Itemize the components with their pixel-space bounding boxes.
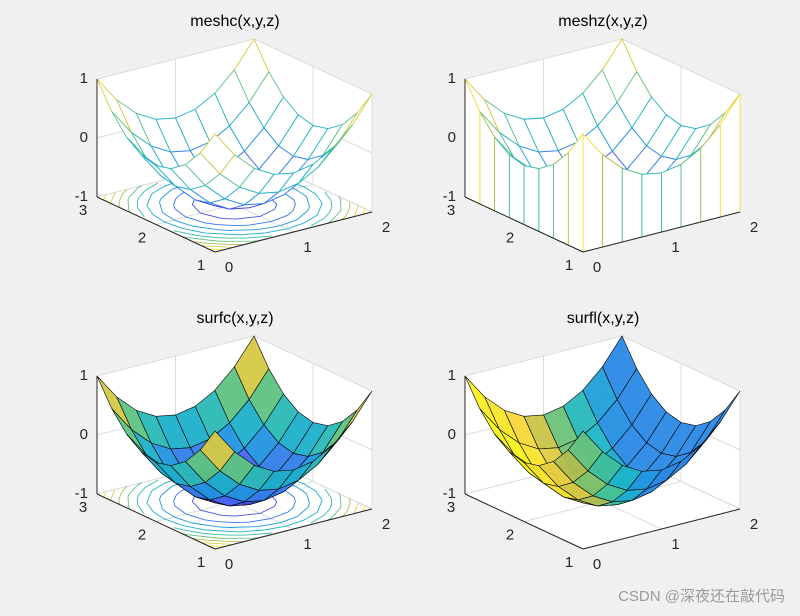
grid-line (464, 38, 623, 80)
grid-line (621, 335, 741, 392)
y-tick-label: 3 (447, 202, 455, 219)
x-tick-label: 1 (303, 536, 311, 553)
x-tick-label: 1 (303, 239, 311, 256)
axes: meshz(x,y,z) 0 1 2 1 2 3-1 0 1 (443, 13, 759, 276)
watermark: CSDN @深夜还在敲代码 (618, 588, 785, 605)
z-tick-label: -1 (443, 485, 456, 502)
y-tick-label: 1 (197, 554, 205, 571)
x-tick-label: 1 (671, 536, 679, 553)
grid-line (253, 335, 373, 392)
x-tick-label: 0 (225, 259, 233, 276)
y-tick-label: 3 (79, 499, 87, 516)
chart-title: surfl(x,y,z) (567, 310, 640, 327)
z-tick-label: 1 (80, 367, 88, 384)
x-tick-label: 0 (225, 556, 233, 573)
curtain (602, 153, 623, 248)
curtain (553, 151, 569, 246)
grid-line (464, 335, 623, 377)
axes: meshc(x,y,z) 0 1 2 1 2 3-1 0 1 (75, 13, 391, 276)
curtain (508, 154, 525, 226)
x-tick-label: 2 (382, 516, 390, 533)
y-tick-label: 3 (447, 499, 455, 516)
y-tick-label: 1 (565, 554, 573, 571)
z-tick-label: 1 (448, 70, 456, 87)
grid-line (621, 38, 741, 95)
z-tick-label: 1 (80, 70, 88, 87)
curtain (582, 132, 604, 253)
curtain (661, 163, 682, 233)
contour-line (110, 458, 359, 545)
curtain (538, 163, 554, 240)
chart-title: surfc(x,y,z) (196, 310, 273, 327)
y-tick-label: 2 (506, 526, 514, 543)
chart-title: meshc(x,y,z) (190, 13, 279, 30)
z-tick-label: 0 (448, 129, 456, 146)
contour-line (103, 455, 366, 548)
x-axis-line (214, 211, 373, 253)
x-tick-label: 0 (593, 259, 601, 276)
z-tick-label: -1 (75, 188, 88, 205)
mesh-face (199, 133, 236, 175)
z-tick-label: -1 (443, 188, 456, 205)
y-axis-line (96, 196, 216, 253)
axes: surfc(x,y,z) 0 1 2 1 2 3-1 0 1 (75, 310, 391, 573)
z-tick-label: 0 (80, 129, 88, 146)
x-axis-line (582, 508, 741, 550)
y-axis-line (96, 493, 216, 550)
y-tick-label: 1 (197, 257, 205, 274)
curtain (621, 167, 643, 243)
curtain (567, 132, 584, 253)
x-axis-line (582, 211, 741, 253)
z-tick-label: 0 (448, 426, 456, 443)
grid-line (253, 38, 373, 95)
axes: surfl(x,y,z) 0 1 2 1 2 3-1 0 1 (443, 310, 759, 573)
x-axis-line (214, 508, 373, 550)
x-tick-label: 0 (593, 556, 601, 573)
x-tick-label: 2 (382, 219, 390, 236)
y-tick-label: 3 (79, 202, 87, 219)
surface-face (567, 430, 603, 472)
y-tick-label: 1 (565, 257, 573, 274)
y-axis-line (464, 493, 584, 550)
x-tick-label: 2 (750, 516, 758, 533)
contour-line (103, 158, 366, 251)
y-tick-label: 2 (138, 229, 146, 246)
y-tick-label: 2 (138, 526, 146, 543)
chart-title: meshz(x,y,z) (558, 13, 647, 30)
grid-line (96, 335, 255, 377)
surface-face (199, 430, 235, 472)
curtain (523, 164, 540, 233)
curtain (641, 172, 662, 238)
grid-line (96, 38, 255, 80)
y-tick-label: 2 (506, 229, 514, 246)
z-tick-label: -1 (75, 485, 88, 502)
x-tick-label: 1 (671, 239, 679, 256)
z-tick-label: 1 (448, 367, 456, 384)
x-tick-label: 2 (750, 219, 758, 236)
contour-line (110, 161, 359, 248)
z-tick-label: 0 (80, 426, 88, 443)
y-axis-line (464, 196, 584, 253)
